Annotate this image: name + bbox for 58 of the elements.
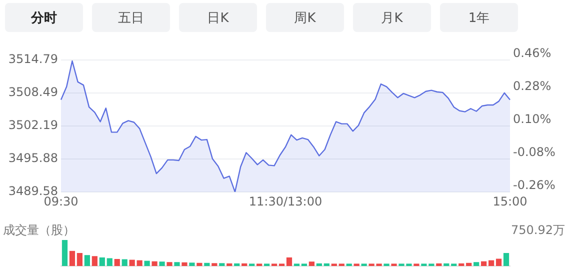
bar (234, 263, 240, 266)
y2-tick-label: 0.46% (513, 46, 552, 60)
y-tick-label: 3508.49 (8, 85, 58, 100)
x-tick-label: 11:30/13:00 (248, 194, 322, 208)
bar (159, 262, 165, 266)
bar (136, 260, 142, 266)
bar (496, 258, 502, 266)
bar (174, 262, 180, 266)
y2-tick-label: 0.28% (513, 79, 552, 94)
text: 分时 (5, 3, 83, 32)
bar (242, 263, 248, 266)
bar (286, 257, 292, 266)
bar (76, 253, 83, 266)
bar (226, 263, 232, 266)
text: 1年 (440, 3, 518, 32)
bar (182, 262, 188, 266)
bar (84, 255, 90, 266)
y-axis-title: 成交量（股） (3, 222, 75, 239)
text: 月K (353, 3, 431, 32)
bar (144, 260, 150, 266)
y2-tick-label: -0.08% (513, 145, 556, 160)
text: 750.92万 (511, 222, 565, 239)
bar (129, 260, 135, 266)
bar (458, 263, 464, 266)
y-tick-label: 3502.19 (8, 118, 58, 132)
y2-tick-label: -0.26% (513, 178, 556, 192)
bar (152, 261, 158, 266)
bar (114, 258, 120, 266)
text: 五日 (92, 3, 170, 32)
bar (99, 257, 105, 266)
bar (481, 261, 487, 266)
bar (444, 263, 450, 266)
bar (503, 253, 510, 266)
bar (106, 258, 112, 266)
bar (92, 256, 98, 266)
bar (122, 259, 128, 266)
bar (196, 262, 202, 266)
bar (62, 240, 68, 266)
bar (436, 263, 442, 266)
text: 周K (266, 3, 344, 32)
bar (466, 262, 472, 266)
bar (488, 260, 494, 266)
y-tick-label: 3514.79 (8, 52, 58, 66)
y-tick-label: 3495.88 (8, 151, 58, 166)
bar (189, 262, 195, 266)
bar (324, 263, 330, 266)
bar (308, 262, 314, 266)
bar (204, 262, 210, 266)
x-tick-label: 09:30 (44, 194, 78, 208)
text: 日K (179, 3, 257, 32)
bar (219, 263, 225, 266)
bar (69, 250, 76, 266)
bar (212, 263, 218, 266)
bar (316, 263, 322, 266)
y2-tick-label: 0.10% (513, 112, 552, 126)
bar (474, 262, 480, 266)
x-tick-label: 15:00 (492, 194, 528, 208)
bar (166, 262, 172, 266)
